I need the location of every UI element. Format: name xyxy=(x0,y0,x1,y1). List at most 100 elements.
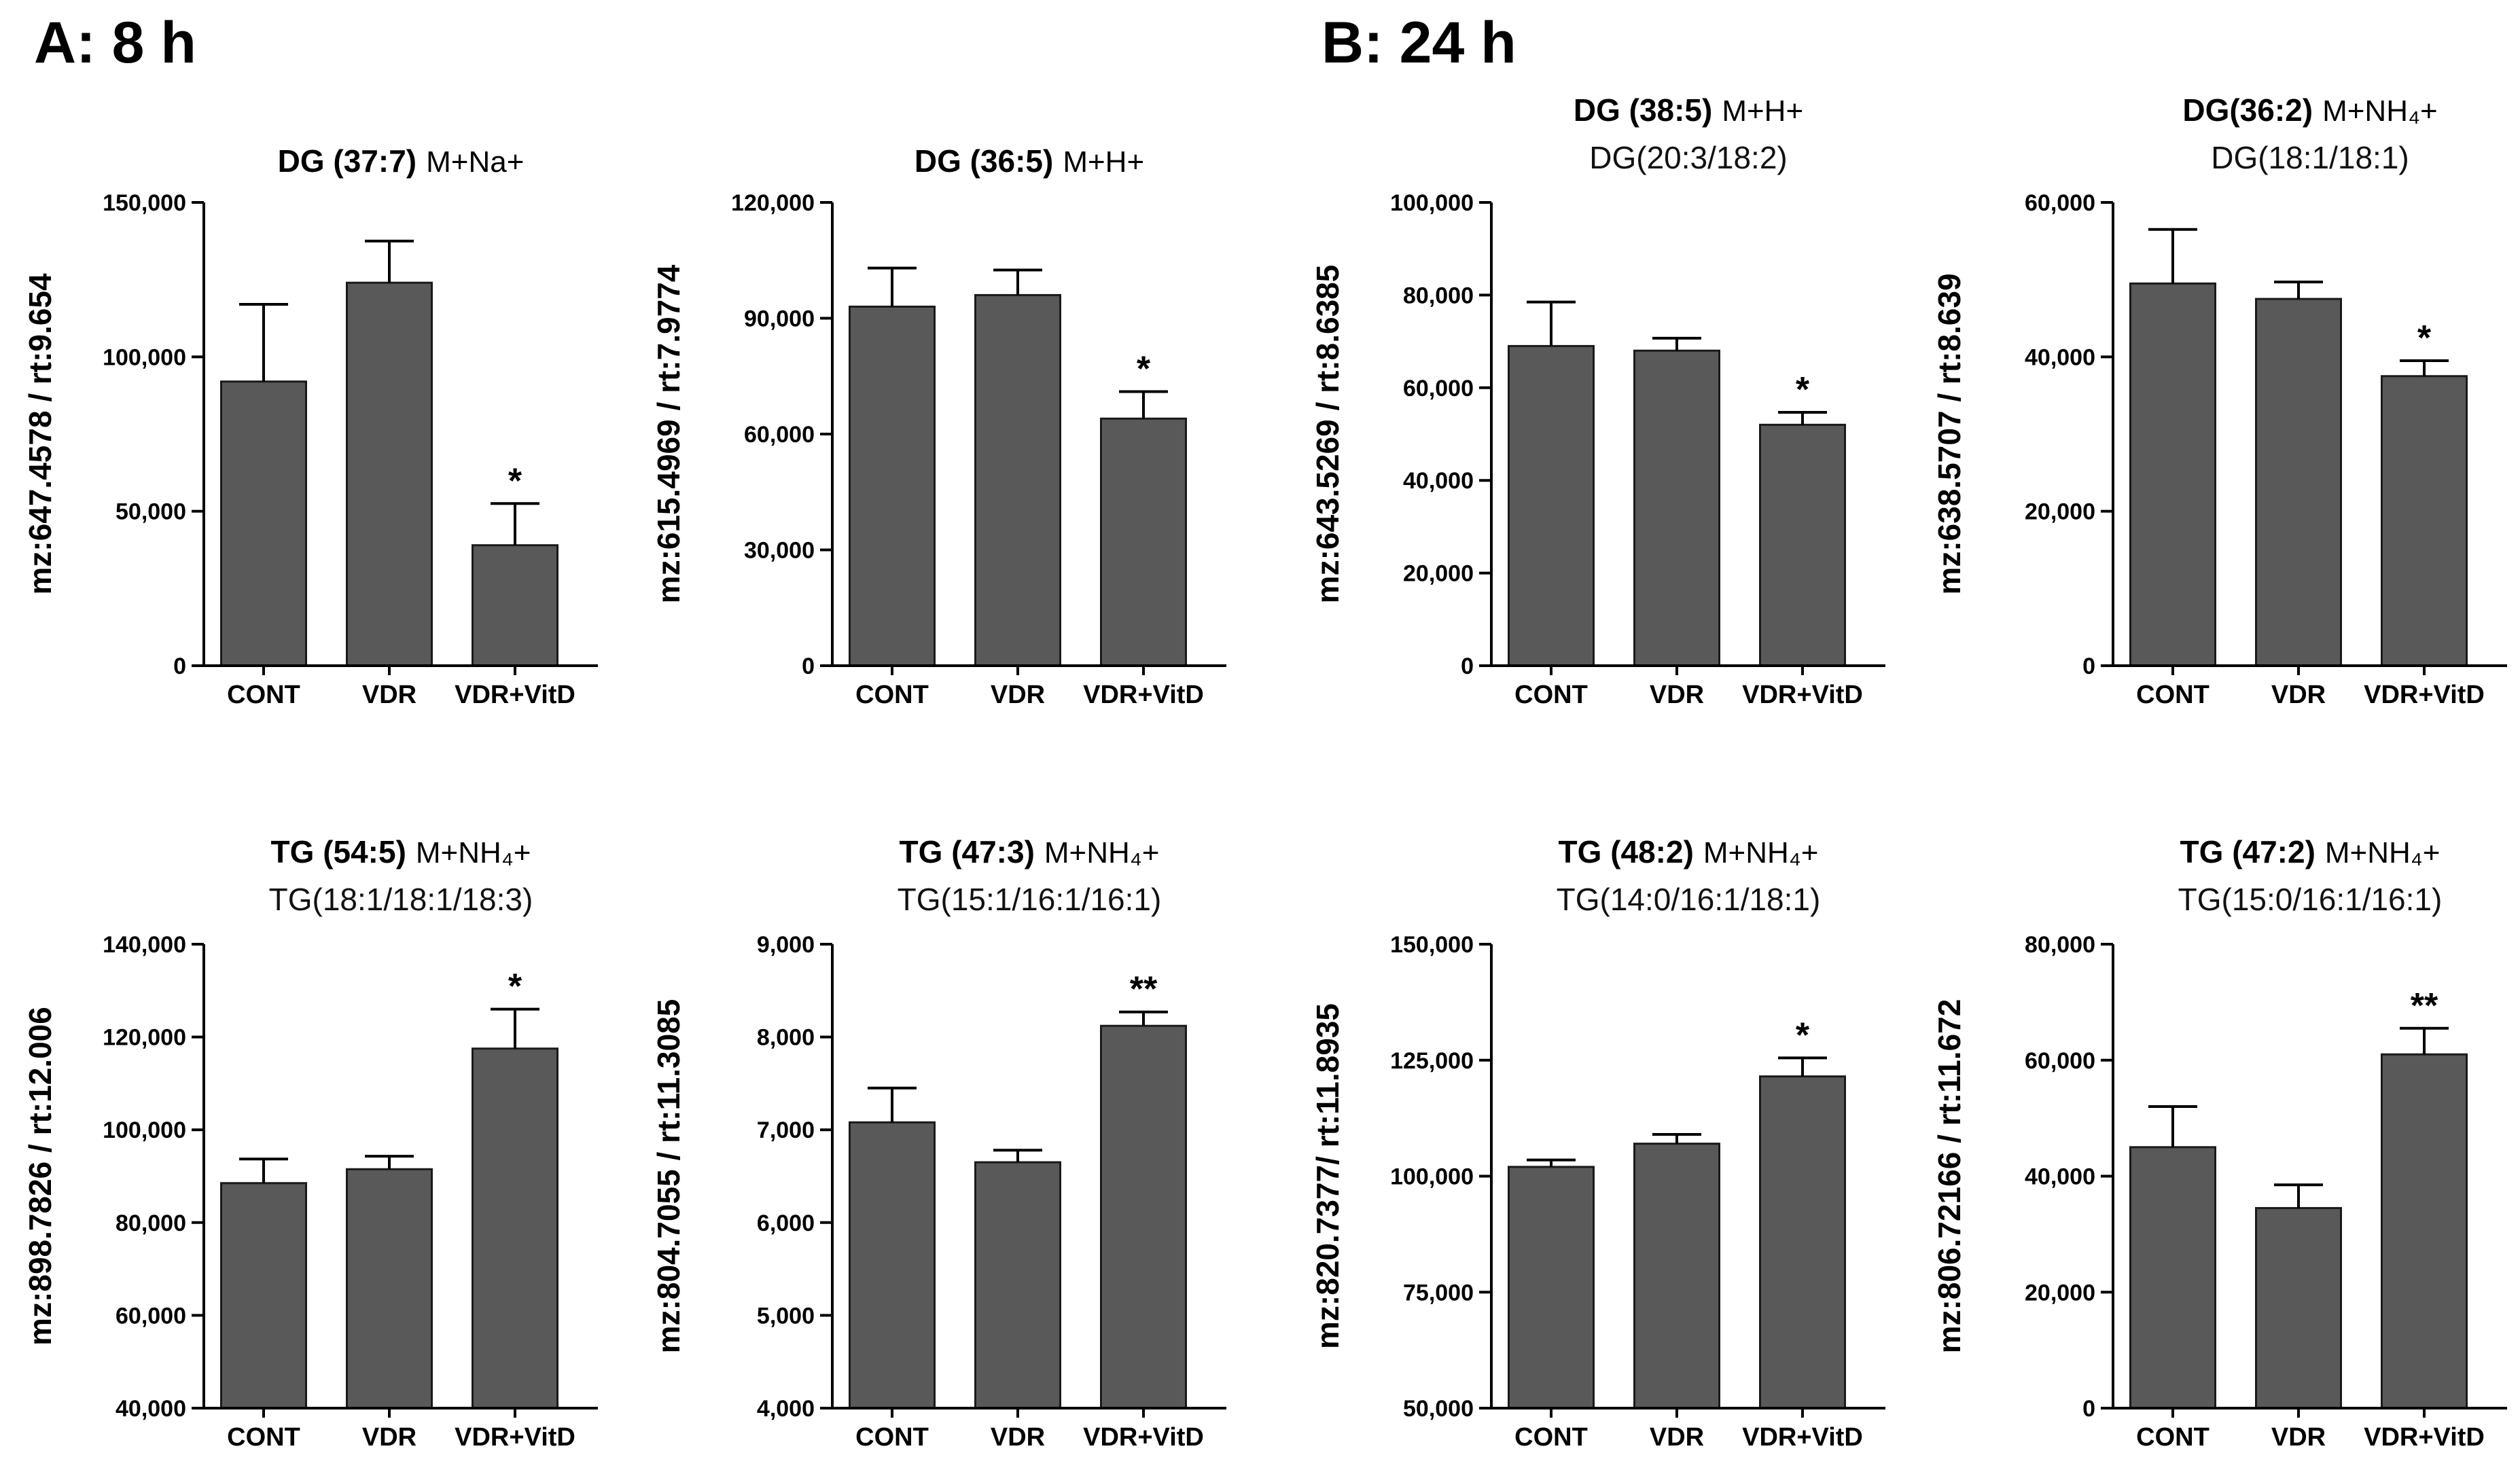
x-tick-label: CONT xyxy=(1514,1423,1588,1452)
bar-cont xyxy=(849,1121,936,1410)
significance-marker: * xyxy=(2417,319,2432,358)
y-tick-label: 0 xyxy=(2082,1396,2095,1422)
x-tick-label: VDR xyxy=(991,681,1045,709)
chart-title-ion: M+NH₄+ xyxy=(1044,836,1160,869)
y-tick-label: 80,000 xyxy=(2025,932,2095,958)
y-tick-label: 40,000 xyxy=(2025,1164,2095,1190)
significance-marker: ** xyxy=(1130,970,1158,1009)
y-tick-label: 40,000 xyxy=(2025,344,2095,370)
y-tick-label: 20,000 xyxy=(2025,499,2095,525)
chart-title-ion: M+H+ xyxy=(1063,145,1144,179)
y-tick-label: 9,000 xyxy=(757,932,815,958)
bar-cont xyxy=(2129,1146,2216,1410)
y-tick-label: 90,000 xyxy=(744,306,815,332)
y-tick-label: 4,000 xyxy=(757,1396,815,1422)
chart-title-ion: M+H+ xyxy=(1722,94,1803,128)
bar-vdr xyxy=(346,281,433,667)
y-axis-label: mz:643.5269 / rt:8.6385 xyxy=(1310,265,1345,604)
significance-marker: * xyxy=(1796,1016,1810,1055)
y-tick-label: 100,000 xyxy=(1390,190,1474,216)
y-tick-label: 20,000 xyxy=(2025,1280,2095,1306)
x-tick-label: VDR+VitD xyxy=(1083,681,1204,709)
chart-subtitle: DG(20:3/18:2) xyxy=(1589,140,1787,175)
chart-title: TG (48:2) M+NH₄+ xyxy=(1559,834,1819,869)
bar-vdr xyxy=(346,1168,433,1410)
x-tick-label: CONT xyxy=(227,681,300,709)
chart-6: TG (47:3) M+NH₄+ TG(15:1/16:1/16:1) mz:804.… xyxy=(651,834,1226,1452)
x-tick-label: VDR xyxy=(1650,1423,1704,1452)
y-tick-label: 30,000 xyxy=(744,538,815,564)
y-tick-label: 60,000 xyxy=(2025,190,2095,216)
bar-vdr-vitd xyxy=(2381,1053,2468,1410)
chart-subtitle: TG(15:0/16:1/16:1) xyxy=(2178,882,2443,917)
y-tick-label: 6,000 xyxy=(757,1210,815,1236)
bar-vdr xyxy=(974,293,1061,667)
x-tick-label: VDR+VitD xyxy=(2364,1423,2485,1452)
y-tick-label: 0 xyxy=(802,653,815,679)
y-axis-label: mz:647.4578 / rt:9.654 xyxy=(22,273,58,594)
y-tick-label: 80,000 xyxy=(116,1210,186,1236)
y-tick-label: 50,000 xyxy=(116,499,186,525)
y-tick-label: 7,000 xyxy=(757,1117,815,1143)
x-tick-label: VDR xyxy=(991,1423,1045,1452)
bar-cont xyxy=(1508,344,1595,667)
chart-4: DG(36:2) M+NH₄+ DG(18:1/18:1) mz:638.5707 /… xyxy=(1932,92,2507,709)
bar-cont xyxy=(849,305,936,667)
bar-cont xyxy=(2129,282,2216,667)
x-tick-label: VDR+VitD xyxy=(1083,1423,1204,1452)
panel-label-b: B: 24 h xyxy=(1321,10,1516,75)
chart-subtitle: TG(14:0/16:1/18:1) xyxy=(1557,882,1821,917)
chart-subtitle: TG(15:1/16:1/16:1) xyxy=(898,882,1162,917)
chart-subtitle: TG(18:1/18:1/18:3) xyxy=(269,882,533,917)
significance-marker: ** xyxy=(2411,986,2438,1026)
x-tick-label: CONT xyxy=(2136,1423,2210,1452)
chart-title: DG (38:5) M+H+ xyxy=(1574,92,1803,128)
chart-title-ion: M+NH₄+ xyxy=(1703,836,1819,869)
bar-cont xyxy=(220,380,307,667)
x-tick-label: VDR+VitD xyxy=(455,1423,575,1452)
chart-subtitle: DG(18:1/18:1) xyxy=(2211,140,2409,175)
y-tick-label: 100,000 xyxy=(1390,1164,1474,1190)
y-tick-label: 40,000 xyxy=(116,1396,186,1422)
x-tick-label: CONT xyxy=(855,1423,929,1452)
chart-title: TG (47:3) M+NH₄+ xyxy=(900,834,1160,869)
chart-title-main: DG (37:7) xyxy=(278,143,416,179)
bar-vdr xyxy=(1633,349,1720,667)
chart-title-main: DG (36:5) xyxy=(915,143,1053,179)
bar-vdr-vitd xyxy=(2381,375,2468,667)
charts-container: DG (37:7) M+Na+ mz:647.4578 / rt:9.654 CONT… xyxy=(22,92,2507,1452)
chart-title-main: TG (47:3) xyxy=(900,834,1035,869)
chart-title: TG (54:5) M+NH₄+ xyxy=(271,834,531,869)
chart-8: TG (47:2) M+NH₄+ TG(15:0/16:1/16:1) mz:806.… xyxy=(1932,834,2507,1452)
significance-marker: * xyxy=(508,967,522,1007)
y-axis-label: mz:638.5707 / rt:8.639 xyxy=(1932,273,1967,594)
chart-title-ion: M+NH₄+ xyxy=(416,836,531,869)
y-tick-label: 100,000 xyxy=(103,344,186,370)
y-tick-label: 60,000 xyxy=(1403,376,1474,401)
y-tick-label: 50,000 xyxy=(1403,1396,1474,1422)
y-axis-label: mz:615.4969 / rt:7.9774 xyxy=(651,264,686,603)
chart-7: TG (48:2) M+NH₄+ TG(14:0/16:1/18:1) mz:820.… xyxy=(1310,834,1885,1452)
chart-title-main: DG(36:2) xyxy=(2182,92,2313,128)
y-tick-label: 0 xyxy=(2082,653,2095,679)
significance-marker: * xyxy=(508,461,522,501)
y-tick-label: 0 xyxy=(1461,653,1474,679)
y-tick-label: 75,000 xyxy=(1403,1280,1474,1306)
chart-title-main: DG (38:5) xyxy=(1574,92,1712,128)
chart-title: DG(36:2) M+NH₄+ xyxy=(2182,92,2437,128)
bar-vdr xyxy=(1633,1143,1720,1410)
chart-5: TG (54:5) M+NH₄+ TG(18:1/18:1/18:3) mz:898.… xyxy=(22,834,598,1452)
bar-vdr xyxy=(2255,298,2342,667)
y-tick-label: 80,000 xyxy=(1403,283,1474,308)
x-tick-label: VDR xyxy=(2271,1423,2326,1452)
x-tick-label: VDR+VitD xyxy=(1742,1423,1863,1452)
bar-vdr-vitd xyxy=(1100,1024,1187,1410)
y-axis-label: mz:804.7055 / rt:11.3085 xyxy=(651,999,686,1354)
y-tick-label: 150,000 xyxy=(1390,932,1474,958)
x-tick-label: VDR+VitD xyxy=(455,681,575,709)
x-tick-label: VDR+VitD xyxy=(1742,681,1863,709)
x-tick-label: CONT xyxy=(227,1423,300,1452)
chart-title-main: TG (48:2) xyxy=(1559,834,1694,869)
significance-marker: * xyxy=(1137,349,1151,389)
y-tick-label: 100,000 xyxy=(103,1117,186,1143)
